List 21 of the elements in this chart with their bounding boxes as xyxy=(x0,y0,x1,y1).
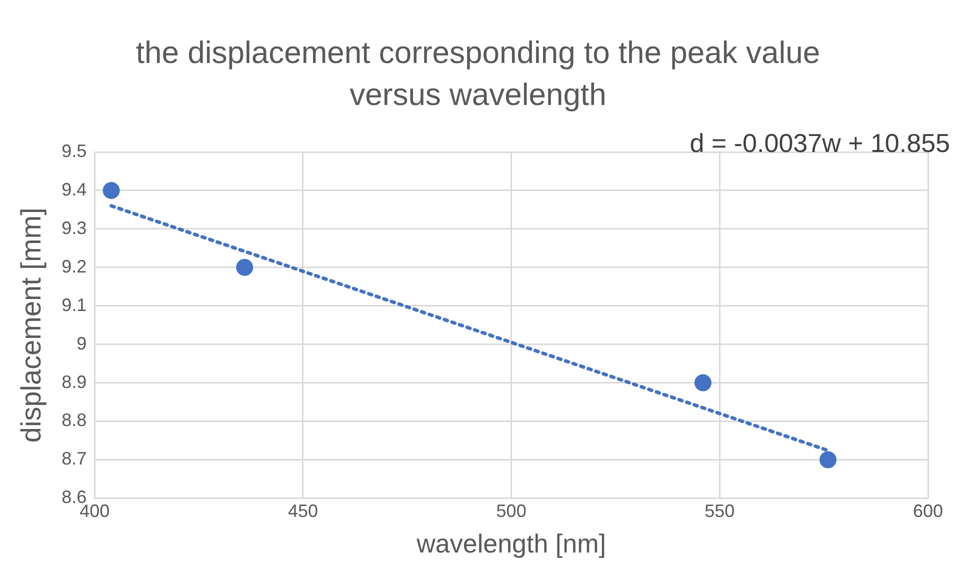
y-tick-label: 8.8 xyxy=(62,410,87,430)
x-tick-label: 600 xyxy=(912,500,944,521)
point xyxy=(694,374,712,392)
annotation: d = -0.0037w + 10.855 xyxy=(690,128,950,158)
y-axis-title: displacement [mm] xyxy=(16,208,47,443)
y-tick-label: 9.1 xyxy=(62,294,87,315)
y-tick-label: 9.2 xyxy=(62,256,87,276)
chart-title: the displacement corresponding to the peak value versus wavelength xyxy=(134,34,822,114)
y-tick-label: 9.4 xyxy=(62,179,87,200)
point xyxy=(819,451,836,468)
x-axis-title: wavelength [nm] xyxy=(416,528,606,559)
point xyxy=(102,182,120,199)
point xyxy=(236,258,254,276)
y-tick-label: 9.5 xyxy=(62,140,87,161)
x-tick-label: 500 xyxy=(496,500,526,521)
x-tick-label: 450 xyxy=(288,500,318,521)
y-tick-label: 8.7 xyxy=(62,448,87,469)
y-tick-label: 9.3 xyxy=(62,218,87,238)
x-tick-label: 550 xyxy=(704,500,735,521)
y-tick-label: 9 xyxy=(76,333,87,354)
y-tick-label: 8.9 xyxy=(62,372,87,392)
